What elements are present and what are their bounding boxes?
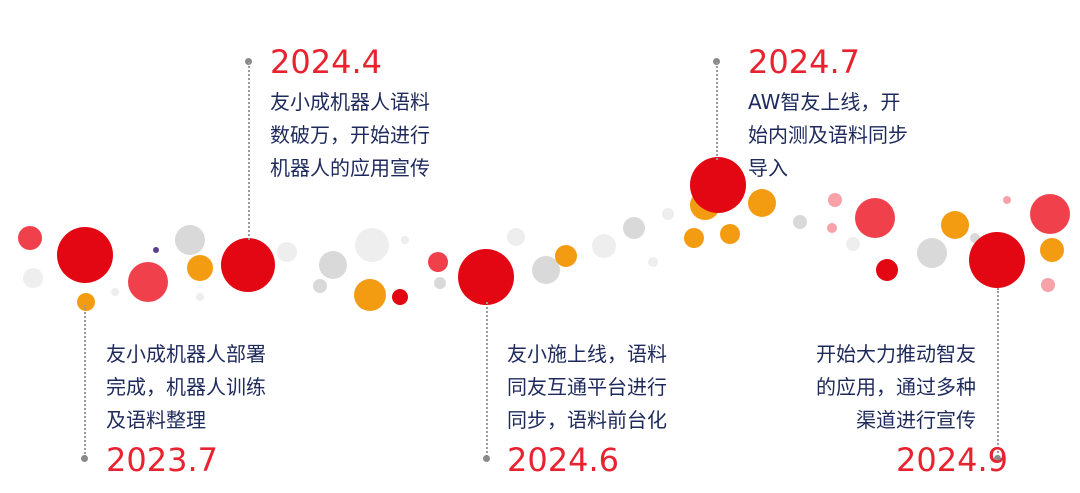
description-line: 同友互通平台进行 [507,375,667,399]
connector-line-2023-7 [84,305,86,457]
description-line: AW智友上线，开 [748,90,901,114]
timeline-bubble [277,242,297,262]
timeline-bubble [876,259,898,281]
milestone-2024-9-description: 开始大力推动智友 的应用，通过多种 渠道进行宣传 [760,338,976,437]
milestone-2024-7-description: AW智友上线，开 始内测及语料同步 导入 [748,86,908,185]
description-line: 及语料整理 [106,408,206,432]
timeline-bubble [827,223,837,233]
timeline-bubble [111,288,119,296]
connector-line-2024-6 [486,302,488,457]
description-line: 的应用，通过多种 [816,375,976,399]
timeline-bubble [434,277,446,289]
timeline-bubble [941,211,969,239]
description-line: 同步，语料前台化 [507,408,667,432]
timeline-bubble [221,238,275,292]
connector-line-2024-4 [248,62,250,240]
timeline-bubble [1041,278,1055,292]
connector-line-2024-9 [997,288,999,457]
timeline-bubble [392,289,408,305]
timeline-bubble [532,256,560,284]
timeline-bubble [748,189,776,217]
milestone-2024-4-date: 2024.4 [270,43,382,81]
description-line: 数破万，开始进行 [270,123,430,147]
timeline-bubble [319,251,347,279]
description-line: 始内测及语料同步 [748,123,908,147]
timeline-bubble [648,257,658,267]
connector-dot-2024-9 [994,455,1001,462]
connector-line-2024-7 [716,62,718,160]
description-line: 渠道进行宣传 [856,408,976,432]
timeline-bubble [354,279,386,311]
timeline-bubble [793,215,807,229]
timeline-bubble [77,293,95,311]
timeline-bubble [187,255,213,281]
description-line: 友小成机器人部署 [106,342,266,366]
timeline-bubble [828,193,842,207]
timeline-bubble [846,237,860,251]
timeline-bubble [23,268,43,288]
timeline-bubble [592,234,616,258]
milestone-2024-7-date: 2024.7 [748,43,860,81]
milestone-2024-4-description: 友小成机器人语料 数破万，开始进行 机器人的应用宣传 [270,86,430,185]
description-line: 导入 [748,156,788,180]
timeline-bubble [458,249,514,305]
connector-dot-2023-7 [81,455,88,462]
timeline-bubble [153,247,159,253]
description-line: 友小成机器人语料 [270,90,430,114]
timeline-bubble [128,262,168,302]
timeline-bubble [313,279,327,293]
timeline-bubble [196,293,204,301]
timeline-bubble [855,198,895,238]
timeline-bubble [1040,238,1064,262]
milestone-2024-6-date: 2024.6 [507,441,619,479]
timeline-bubble [18,226,42,250]
milestone-2024-9-date: 2024.9 [896,441,1008,479]
connector-dot-2024-6 [483,455,490,462]
timeline-bubble [1030,194,1070,234]
timeline-bubble [1003,196,1011,204]
timeline-bubble [662,208,674,220]
timeline-bubble [720,224,740,244]
timeline-bubble [507,228,525,246]
description-line: 完成，机器人训练 [106,375,266,399]
connector-dot-2024-7 [713,58,720,65]
timeline-bubble [623,217,645,239]
timeline-bubble [355,228,389,262]
connector-dot-2024-4 [245,58,252,65]
description-line: 友小施上线，语料 [507,342,667,366]
timeline-bubble [401,236,409,244]
milestone-2023-7-date: 2023.7 [106,441,218,479]
timeline-bubble [428,252,448,272]
description-line: 机器人的应用宣传 [270,156,430,180]
timeline-bubble [969,232,1025,288]
milestone-2023-7-description: 友小成机器人部署 完成，机器人训练 及语料整理 [106,338,266,437]
timeline-bubble [684,228,704,248]
timeline-bubble [175,225,205,255]
timeline-bubble [917,238,947,268]
timeline-bubble [57,227,113,283]
description-line: 开始大力推动智友 [816,342,976,366]
milestone-2024-6-description: 友小施上线，语料 同友互通平台进行 同步，语料前台化 [507,338,667,437]
timeline-bubble [690,157,746,213]
timeline-bubble [555,245,577,267]
